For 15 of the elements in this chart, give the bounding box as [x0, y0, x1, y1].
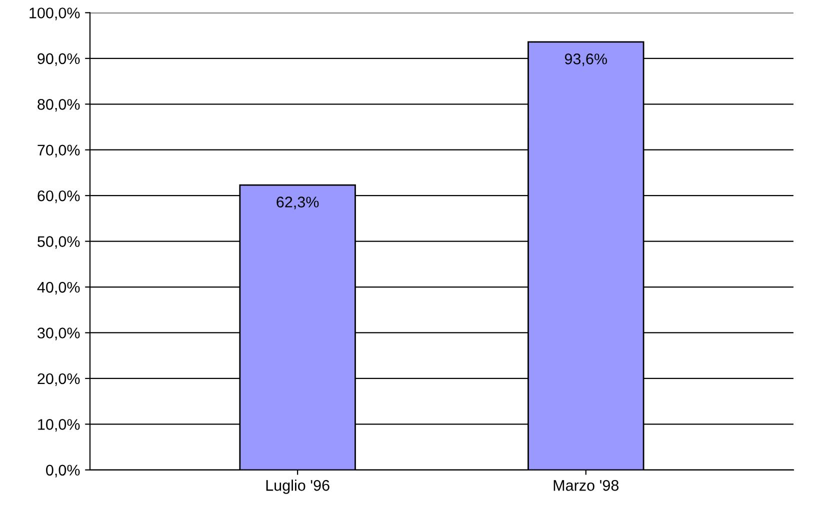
x-tick-label: Marzo '98: [554, 480, 619, 491]
y-tick-label: 40,0%: [37, 282, 80, 295]
y-tick-label: 10,0%: [38, 419, 80, 432]
y-tick-label: 80,0%: [38, 99, 80, 112]
y-tick-label: 50,0%: [38, 236, 80, 249]
x-tick-label: Luglio '96: [266, 480, 330, 494]
data-label: 62,3%: [276, 196, 319, 210]
y-tick-label: 70,0%: [38, 144, 80, 158]
y-tick-label: 20,0%: [38, 373, 80, 386]
y-tick-label: 0,0%: [46, 464, 80, 478]
data-label: 93,6%: [564, 54, 607, 66]
y-tick-label: 60,0%: [38, 190, 80, 204]
y-tick-label: 90,0%: [38, 53, 80, 66]
y-tick-label: 30,0%: [38, 328, 80, 340]
y-tick-label: 100,0%: [30, 8, 80, 20]
